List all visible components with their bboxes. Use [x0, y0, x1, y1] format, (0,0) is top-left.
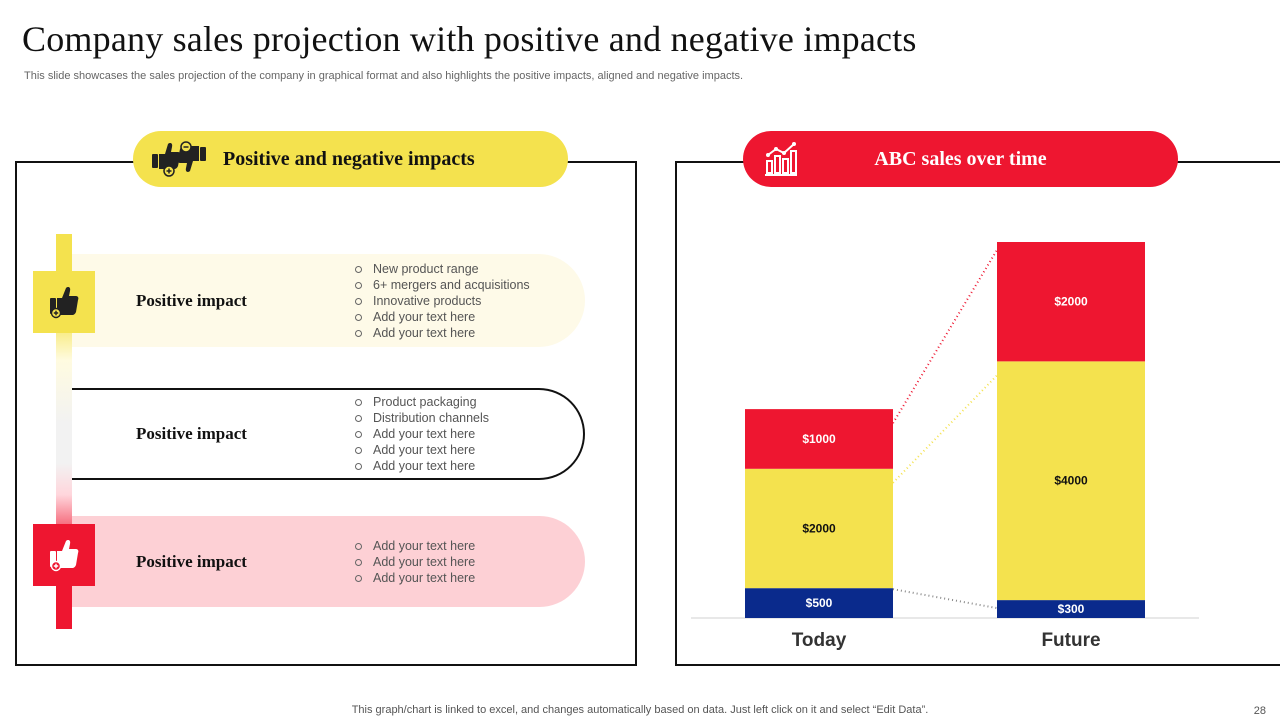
footer-note: This graph/chart is linked to excel, and…: [351, 704, 929, 716]
thumbs-up-plus-icon: [33, 524, 95, 586]
impact-row-list: New product range 6+ mergers and acquisi…: [354, 261, 530, 341]
list-item: Distribution channels: [354, 410, 489, 426]
impact-row-list: Product packaging Distribution channels …: [354, 394, 489, 474]
impacts-header: Positive and negative impacts: [133, 131, 568, 187]
list-item: Add your text here: [354, 325, 530, 341]
thumbs-up-down-icon: [149, 140, 209, 178]
thumbs-up-plus-icon: [33, 271, 95, 333]
series-connector: [892, 249, 998, 424]
page-number: 28: [1253, 705, 1266, 717]
list-item: Add your text here: [354, 458, 489, 474]
x-tick-label: Today: [792, 630, 847, 651]
sales-stacked-bar-chart: $500 $2000 $1000 Today $300 $4000 $2000 Future: [691, 242, 1199, 651]
list-item: Innovative products: [354, 293, 530, 309]
impact-row: Positive impact Add your text here Add y…: [72, 516, 585, 607]
bar-segment: [997, 242, 1145, 362]
impacts-header-label: Positive and negative impacts: [223, 147, 475, 170]
impact-row: Positive impact New product range 6+ mer…: [72, 254, 585, 347]
sales-chart-header: ABC sales over time: [743, 131, 1178, 187]
sales-chart-header-label: ABC sales over time: [874, 147, 1047, 170]
impact-row: Positive impact Product packaging Distri…: [72, 388, 585, 480]
impact-row-label: Positive impact: [136, 424, 247, 443]
bar-segment: [997, 600, 1145, 618]
bar-segment: [745, 409, 893, 469]
impact-row-label: Positive impact: [136, 551, 247, 571]
bar-segment: [745, 588, 893, 618]
list-item: Add your text here: [354, 538, 475, 554]
data-label: $1000: [802, 432, 836, 446]
data-label: $300: [1058, 602, 1085, 616]
data-label: $4000: [1054, 474, 1088, 488]
list-item: New product range: [354, 261, 530, 277]
list-item: Add your text here: [354, 570, 475, 586]
x-tick-label: Future: [1041, 630, 1100, 651]
impact-row-list: Add your text here Add your text here Ad…: [354, 538, 475, 586]
page-title: Company sales projection with positive a…: [22, 19, 917, 59]
list-item: Add your text here: [354, 554, 475, 570]
data-label: $500: [806, 596, 833, 610]
bar-chart-growth-icon: [761, 140, 801, 178]
data-label: $2000: [1054, 295, 1088, 309]
bar-segment: [745, 468, 893, 589]
series-connector: [892, 374, 998, 484]
bar-segment: [997, 361, 1145, 601]
list-item: Product packaging: [354, 394, 489, 410]
impact-row-label: Positive impact: [136, 290, 247, 310]
list-item: 6+ mergers and acquisitions: [354, 277, 530, 293]
data-label: $2000: [802, 521, 836, 535]
list-item: Add your text here: [354, 309, 530, 325]
list-item: Add your text here: [354, 442, 489, 458]
list-item: Add your text here: [354, 426, 489, 442]
series-connector: [892, 588, 998, 610]
page-subtitle: This slide showcases the sales projectio…: [24, 70, 744, 82]
